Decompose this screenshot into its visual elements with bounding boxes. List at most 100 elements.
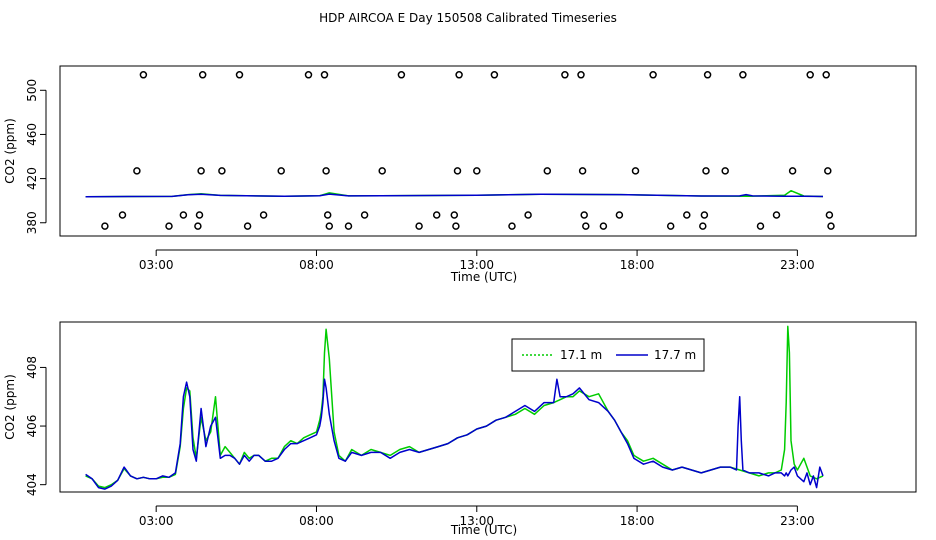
upper-scatter-points — [101, 71, 835, 230]
x-tick-label: 23:00 — [780, 514, 815, 528]
scatter-point — [360, 211, 369, 219]
scatter-point — [323, 211, 332, 219]
scatter-point — [806, 71, 814, 79]
scatter-point — [197, 167, 205, 175]
scatter-point — [824, 167, 832, 175]
lower-plot-frame — [59, 321, 917, 493]
scatter-point — [259, 211, 268, 219]
scatter-point — [179, 211, 188, 219]
scatter-point — [195, 211, 204, 219]
scatter-point — [397, 71, 406, 79]
scatter-point — [101, 222, 109, 230]
y-tick-label: 404 — [25, 473, 39, 496]
scatter-point — [455, 71, 463, 79]
scatter-point — [772, 211, 781, 219]
scatter-point — [322, 167, 330, 175]
x-tick-label: 18:00 — [620, 514, 655, 528]
x-tick-label: 23:00 — [780, 258, 815, 272]
scatter-point — [699, 222, 707, 230]
upper-x-axis: 03:00 08:00 13:00 18:00 23:00 — [139, 249, 815, 272]
scatter-point — [490, 71, 499, 79]
upper-panel: CO2 (ppm) Time (UTC) 03:00 08:00 13:00 18:0… — [3, 65, 917, 284]
upper-y-axis: 380 420 460 500 — [25, 79, 47, 234]
scatter-point — [649, 71, 657, 79]
scatter-point — [198, 71, 207, 79]
scatter-point — [700, 211, 709, 219]
scatter-point — [473, 167, 481, 175]
scatter-point — [508, 222, 516, 230]
scatter-point — [599, 222, 608, 230]
upper-plot-frame — [59, 65, 917, 237]
upper-series-lines — [85, 189, 824, 198]
scatter-point — [235, 71, 244, 79]
upper-xlabel: Time (UTC) — [450, 270, 517, 284]
x-tick-label: 18:00 — [620, 258, 655, 272]
scatter-point — [218, 167, 226, 175]
x-tick-label: 13:00 — [459, 258, 494, 272]
scatter-point — [666, 222, 675, 230]
scatter-point — [344, 222, 353, 230]
x-tick-label: 13:00 — [459, 514, 494, 528]
x-tick-label: 08:00 — [299, 258, 334, 272]
scatter-point — [432, 211, 441, 219]
lower-ylabel: CO2 (ppm) — [3, 374, 17, 440]
scatter-point — [578, 167, 587, 175]
series-line-17-7-m — [85, 193, 824, 198]
scatter-point — [825, 211, 834, 219]
scatter-point — [756, 222, 765, 230]
scatter-point — [721, 167, 729, 175]
lower-series-lines — [85, 325, 824, 490]
scatter-point — [139, 71, 148, 79]
scatter-point — [615, 211, 624, 219]
scatter-point — [582, 222, 590, 230]
scatter-point — [703, 71, 712, 79]
x-tick-label: 03:00 — [139, 258, 174, 272]
y-tick-label: 420 — [25, 167, 39, 190]
scatter-point — [788, 167, 797, 175]
scatter-point — [378, 167, 386, 175]
scatter-point — [543, 167, 552, 175]
scatter-point — [524, 211, 532, 219]
series-line-17-7-m — [85, 378, 824, 490]
lower-y-axis: 404 406 408 — [25, 356, 47, 496]
scatter-point — [739, 71, 747, 79]
lower-panel: CO2 (ppm) Time (UTC) 03:00 08:00 13:00 18:0… — [3, 321, 917, 537]
scatter-point — [827, 222, 835, 230]
scatter-point — [304, 71, 313, 79]
y-tick-label: 380 — [25, 211, 39, 234]
y-tick-label: 406 — [25, 415, 39, 438]
scatter-point — [243, 222, 252, 230]
y-tick-label: 460 — [25, 123, 39, 146]
scatter-point — [561, 71, 569, 79]
legend-label-17-1: 17.1 m — [560, 348, 602, 362]
scatter-point — [577, 71, 585, 79]
scatter-point — [320, 71, 329, 79]
scatter-point — [133, 167, 141, 175]
figure-title: HDP AIRCOA E Day 150508 Calibrated Times… — [319, 11, 617, 25]
scatter-point — [194, 222, 202, 230]
scatter-point — [118, 211, 127, 219]
x-tick-label: 03:00 — [139, 514, 174, 528]
scatter-point — [453, 167, 462, 175]
scatter-point — [450, 211, 459, 219]
y-tick-label: 408 — [25, 356, 39, 379]
scatter-point — [165, 222, 173, 230]
lower-xlabel: Time (UTC) — [450, 523, 517, 537]
legend-label-17-7: 17.7 m — [654, 348, 696, 362]
scatter-point — [683, 211, 691, 219]
scatter-point — [325, 222, 334, 230]
legend: 17.1 m 17.7 m — [511, 338, 705, 372]
scatter-point — [631, 167, 640, 175]
scatter-point — [702, 167, 710, 175]
scatter-point — [822, 71, 830, 79]
x-tick-label: 08:00 — [299, 514, 334, 528]
scatter-point — [277, 167, 285, 175]
series-line-17-1-m — [85, 325, 824, 489]
scatter-point — [452, 222, 460, 230]
y-tick-label: 500 — [25, 79, 39, 102]
upper-ylabel: CO2 (ppm) — [3, 118, 17, 184]
scatter-point — [580, 211, 588, 219]
lower-x-axis: 03:00 08:00 13:00 18:00 23:00 — [139, 505, 815, 528]
scatter-point — [415, 222, 423, 230]
